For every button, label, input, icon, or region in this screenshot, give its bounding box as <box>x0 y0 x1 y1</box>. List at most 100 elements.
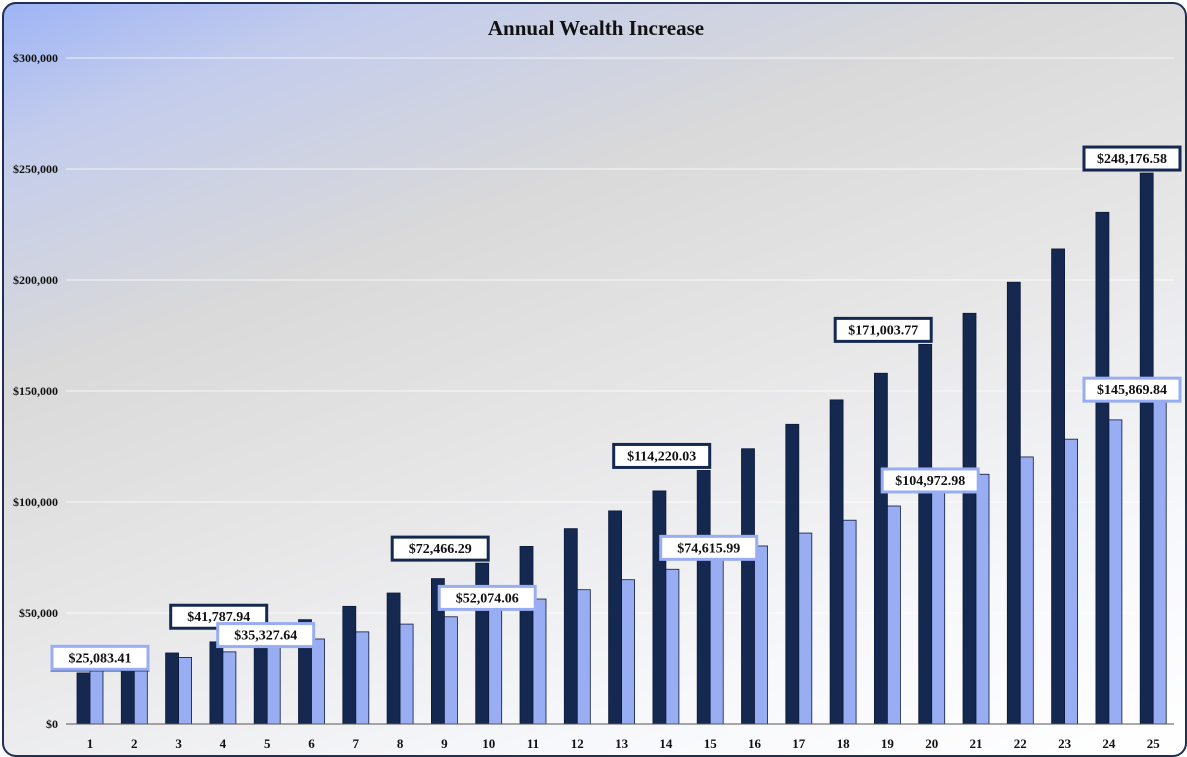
x-tick-label: 16 <box>748 736 762 751</box>
x-tick-label: 9 <box>441 736 448 751</box>
bar-series-dark <box>874 372 888 725</box>
bar-series-light <box>311 638 325 725</box>
data-label: $74,615.99 <box>659 534 759 561</box>
y-tick-label: $0 <box>46 717 58 731</box>
x-tick-label: 17 <box>792 736 806 751</box>
x-tick-label: 8 <box>397 736 404 751</box>
bar-series-dark <box>1095 211 1110 725</box>
bar-series-light <box>798 532 813 725</box>
bar-chart: Annual Wealth Increase $0 $50,000 $100,000… <box>13 16 1182 751</box>
data-label-box <box>390 535 490 562</box>
x-tick-label: 18 <box>837 736 851 751</box>
data-label: $248,176.58 <box>1082 145 1182 172</box>
bar-series-dark <box>829 399 844 725</box>
data-label: $35,327.64 <box>216 622 316 649</box>
bar-series-light <box>576 589 591 725</box>
x-tick-label: 1 <box>87 736 94 751</box>
data-label: $52,074.06 <box>437 584 537 611</box>
data-label-box <box>612 442 712 469</box>
bar-series-dark <box>519 546 534 725</box>
data-label-text: $145,869.84 <box>1097 383 1167 398</box>
bar-series-dark <box>918 343 933 725</box>
bar-series-light <box>266 645 281 725</box>
bar-series-dark <box>386 592 401 725</box>
bar-series-light <box>1064 438 1078 725</box>
bar-series-dark <box>209 641 224 725</box>
bar-series-light <box>754 545 768 725</box>
x-tick-label: 6 <box>308 736 315 751</box>
bar-series-light <box>887 505 901 725</box>
bar-series-light <box>222 651 237 725</box>
data-label: $145,869.84 <box>1082 376 1182 403</box>
bar-series-dark <box>342 605 357 725</box>
data-label: $104,972.98 <box>880 467 980 494</box>
x-tick-label: 10 <box>482 736 495 751</box>
x-tick-label: 21 <box>970 736 983 751</box>
x-tick-label: 3 <box>175 736 182 751</box>
bar-series-dark <box>1139 172 1154 725</box>
x-tick-label: 20 <box>925 736 938 751</box>
data-label-box <box>1082 376 1182 403</box>
y-tick-label: $50,000 <box>19 606 58 620</box>
y-tick-label: $250,000 <box>13 162 58 176</box>
data-label-box <box>50 644 150 671</box>
data-label-text: $52,074.06 <box>456 591 519 606</box>
x-tick-label: 15 <box>704 736 718 751</box>
data-label-text: $171,003.77 <box>848 323 918 338</box>
chart-title: Annual Wealth Increase <box>488 16 704 40</box>
data-label-text: $72,466.29 <box>409 542 472 557</box>
x-tick-label: 23 <box>1058 736 1072 751</box>
bar-series-light <box>355 631 370 725</box>
x-tick-label: 19 <box>881 736 895 751</box>
data-label: $72,466.29 <box>390 535 490 562</box>
x-tick-label: 22 <box>1014 736 1027 751</box>
y-tick-label: $200,000 <box>13 273 58 287</box>
data-label-text: $114,220.03 <box>627 449 696 464</box>
y-axis: $0 $50,000 $100,000 $150,000 $200,000 $250,00… <box>13 51 58 731</box>
bar-series-light <box>665 568 680 725</box>
data-label-text: $25,083.41 <box>69 651 132 666</box>
data-label-text: $41,787.94 <box>187 610 250 625</box>
data-label-box <box>659 534 759 561</box>
bar-series-dark <box>741 448 755 725</box>
data-label-text: $74,615.99 <box>677 541 740 556</box>
bar-series-light <box>1108 419 1123 725</box>
bar-series-dark <box>608 510 622 725</box>
bar-series-dark <box>76 672 91 725</box>
x-tick-label: 14 <box>659 736 673 751</box>
bar-series-light <box>178 657 193 725</box>
data-label-box <box>216 622 316 649</box>
data-labels: $23,125.00$25,083.41$41,787.94$35,327.64… <box>50 145 1182 672</box>
data-label-box <box>437 584 537 611</box>
bar-series-light <box>621 579 635 725</box>
x-tick-label: 2 <box>131 736 138 751</box>
bar-series-dark <box>652 490 667 725</box>
y-tick-label: $100,000 <box>13 495 58 509</box>
bar-series-dark <box>1051 248 1065 725</box>
x-tick-label: 5 <box>264 736 271 751</box>
y-tick-label: $300,000 <box>13 51 58 65</box>
data-label: $114,220.03 <box>612 442 712 469</box>
x-tick-label: 4 <box>220 736 227 751</box>
x-tick-label: 12 <box>571 736 584 751</box>
bar-series-dark <box>1006 281 1021 725</box>
data-label: $25,083.41 <box>50 644 150 671</box>
bar-series-light <box>133 662 148 725</box>
y-tick-label: $150,000 <box>13 384 58 398</box>
bar-series-light <box>488 607 503 725</box>
bar-series-light <box>399 623 414 725</box>
data-label-text: $248,176.58 <box>1097 152 1167 167</box>
bar-series-light <box>1152 399 1167 725</box>
x-tick-label: 13 <box>615 736 629 751</box>
data-label-box <box>833 316 933 343</box>
bar-series-light <box>931 490 946 725</box>
data-label-text: $104,972.98 <box>895 474 965 489</box>
bar-series-light <box>532 598 547 725</box>
data-label-text: $35,327.64 <box>234 629 297 644</box>
x-tick-label: 24 <box>1102 736 1116 751</box>
bar-series-light <box>443 616 458 725</box>
x-axis-labels: 1 2 3 4 5 6 7 8 9 10 11 12 13 14 15 16 17 18 19 20 21 22 23 24 2… <box>87 736 1160 751</box>
bar-series-light <box>1019 456 1034 725</box>
data-label-box <box>880 467 980 494</box>
